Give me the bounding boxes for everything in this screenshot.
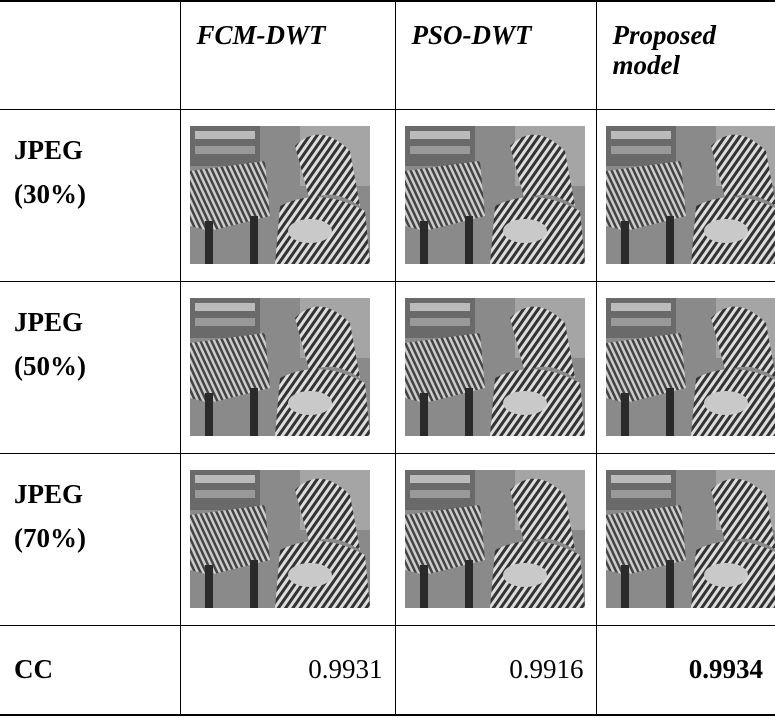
row-label: JPEG (70%): [14, 472, 124, 560]
image-cell: [596, 453, 775, 625]
image-cell: [395, 109, 596, 281]
header-text: Proposed model: [613, 20, 763, 80]
row-label: JPEG (50%): [14, 300, 124, 388]
image-cell: [596, 281, 775, 453]
results-table: FCM-DWT PSO-DWT Proposed model JPEG (30%…: [0, 0, 775, 716]
row-label-cell: JPEG (30%): [0, 109, 180, 281]
image: [190, 298, 370, 436]
cc-value: 0.9934: [596, 625, 775, 715]
image: [190, 126, 370, 264]
image-cell: [180, 453, 395, 625]
image: [606, 298, 775, 436]
header-cell: FCM-DWT: [180, 1, 395, 109]
image-cell: [395, 281, 596, 453]
header-row: FCM-DWT PSO-DWT Proposed model: [0, 1, 775, 109]
image-cell: [180, 281, 395, 453]
corner-cell: [0, 1, 180, 109]
image: [405, 470, 585, 608]
row-label: JPEG (30%): [14, 128, 124, 216]
image-cell: [596, 109, 775, 281]
image-row: JPEG (70%): [0, 453, 775, 625]
header-text: PSO-DWT: [412, 20, 532, 50]
row-label-cell: JPEG (50%): [0, 281, 180, 453]
header-text: FCM-DWT: [197, 20, 326, 50]
image: [405, 126, 585, 264]
cc-label: CC: [0, 625, 180, 715]
row-label-cell: JPEG (70%): [0, 453, 180, 625]
image-cell: [395, 453, 596, 625]
image-row: JPEG (30%): [0, 109, 775, 281]
image: [405, 298, 585, 436]
image: [190, 470, 370, 608]
image-cell: [180, 109, 395, 281]
cc-row: CC 0.9931 0.9916 0.9934: [0, 625, 775, 715]
header-cell: PSO-DWT: [395, 1, 596, 109]
cc-value: 0.9916: [395, 625, 596, 715]
image: [606, 126, 775, 264]
cc-value: 0.9931: [180, 625, 395, 715]
page: {"table": { "header": ["FCM-DWT", "PSO-D…: [0, 0, 775, 723]
image-row: JPEG (50%): [0, 281, 775, 453]
image: [606, 470, 775, 608]
header-cell: Proposed model: [596, 1, 775, 109]
